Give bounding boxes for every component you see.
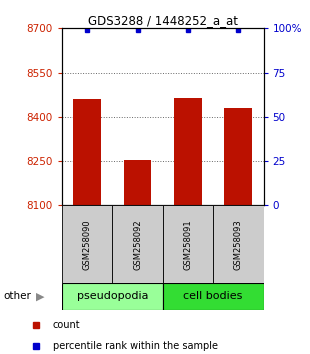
Bar [112, 205, 163, 283]
Bar [62, 205, 112, 283]
Text: percentile rank within the sample: percentile rank within the sample [53, 341, 218, 351]
Text: ▶: ▶ [36, 291, 44, 302]
Bar [163, 205, 213, 283]
Bar [163, 283, 264, 310]
Text: GSM258091: GSM258091 [184, 219, 193, 270]
Bar [174, 98, 202, 205]
Bar [73, 99, 101, 205]
Bar [62, 283, 163, 310]
Title: GDS3288 / 1448252_a_at: GDS3288 / 1448252_a_at [88, 14, 238, 27]
Text: pseudopodia: pseudopodia [77, 291, 148, 302]
Bar [213, 205, 264, 283]
Text: cell bodies: cell bodies [184, 291, 243, 302]
Text: other: other [3, 291, 31, 302]
Bar [124, 160, 151, 205]
Text: count: count [53, 320, 81, 330]
Bar [224, 108, 252, 205]
Text: GSM258090: GSM258090 [83, 219, 92, 270]
Text: GSM258093: GSM258093 [234, 219, 243, 270]
Text: GSM258092: GSM258092 [133, 219, 142, 270]
